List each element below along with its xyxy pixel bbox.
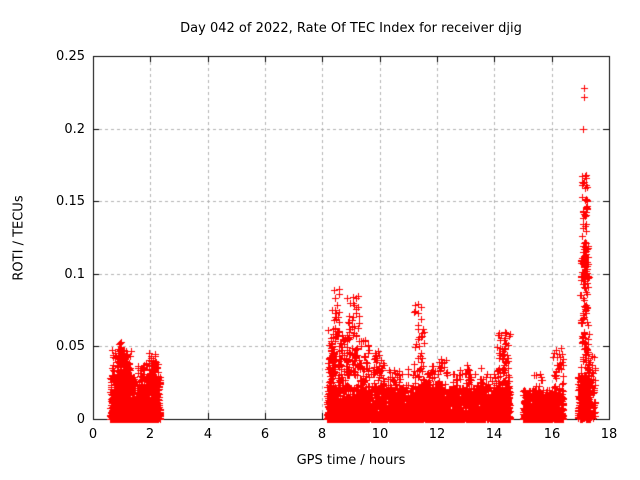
y-tick-label: 0.15	[56, 194, 85, 209]
y-tick-label: 0.2	[64, 122, 85, 137]
x-tick-label: 4	[203, 427, 213, 442]
x-tick-label: 14	[485, 427, 503, 442]
x-tick-label: 0	[88, 427, 98, 442]
y-tick-label: 0	[76, 412, 85, 427]
y-tick-label: 0.25	[56, 49, 85, 64]
y-tick-label: 0.1	[64, 267, 85, 282]
x-tick-label: 6	[260, 427, 270, 442]
chart-title: Day 042 of 2022, Rate Of TEC Index for r…	[180, 21, 522, 36]
x-tick-label: 16	[543, 427, 561, 442]
x-tick-label: 18	[600, 427, 618, 442]
y-tick-label: 0.05	[56, 339, 85, 354]
x-axis-label: GPS time / hours	[296, 453, 406, 468]
x-tick-label: 8	[317, 427, 327, 442]
x-tick-label: 10	[371, 427, 389, 442]
y-axis-label: ROTI / TECUs	[11, 195, 27, 281]
x-tick-label: 2	[145, 427, 155, 442]
x-tick-label: 12	[428, 427, 446, 442]
